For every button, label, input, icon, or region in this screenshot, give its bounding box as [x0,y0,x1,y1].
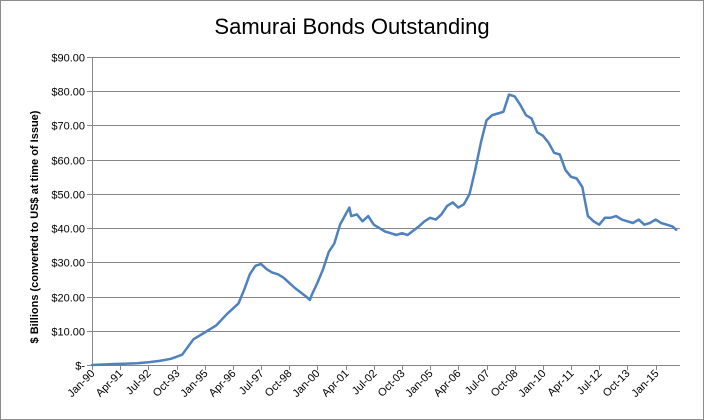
y-tick-label: $60.00 [51,156,85,168]
x-tick-label: Apr-11 [545,368,576,399]
x-tick-label: Jul-92 [124,368,154,398]
x-tick-labels: Jan-90Apr-91Jul-92Oct-93Jan-95Apr-96Jul-… [65,368,661,400]
x-tick-label: Oct-98 [263,368,295,400]
x-tick-label: Apr-06 [432,368,464,400]
y-tick-label: $80.00 [51,87,85,99]
x-tick-label: Oct-08 [489,368,521,400]
x-tick-label: Oct-13 [601,368,633,400]
y-axis-label: $ Billions (converted to US$ at time of … [29,110,41,343]
y-tick-label: $40.00 [51,224,85,236]
x-tick-label: Jan-95 [178,368,210,400]
gridlines [92,57,680,332]
y-tick-label: $10.00 [51,327,85,339]
x-tick-label: Jan-05 [403,368,435,400]
x-tick-label: Jul-07 [463,368,493,398]
y-tick-label: $20.00 [51,293,85,305]
x-tick-label: Apr-91 [94,368,126,400]
x-tick-label: Jul-12 [575,368,605,398]
x-tick-label: Jan-15 [629,368,661,400]
x-tick-label: Jan-10 [516,368,548,400]
x-tick-label: Jul-02 [350,368,380,398]
series-line [90,93,678,367]
x-tick-label: Jul-97 [237,368,267,398]
y-tick-labels: $- $10.00 $20.00 $30.00 $40.00 $50.00 $60.00 $7… [51,53,85,373]
series-layer [90,93,678,367]
x-tick-label: Apr-96 [207,368,239,400]
y-tick-label: $70.00 [51,121,85,133]
chart-title: Samurai Bonds Outstanding [214,14,489,39]
y-tick-label: $30.00 [51,258,85,270]
x-tick-label: Oct-93 [151,368,183,400]
x-tick-label: Oct-03 [376,368,408,400]
x-tick-label: Apr-01 [320,368,352,400]
axes [87,57,680,370]
y-tick-label: $50.00 [51,190,85,202]
y-tick-label: $90.00 [51,53,85,65]
x-tick-label: Jan-00 [290,368,322,400]
y-tick-label: $- [75,361,85,373]
